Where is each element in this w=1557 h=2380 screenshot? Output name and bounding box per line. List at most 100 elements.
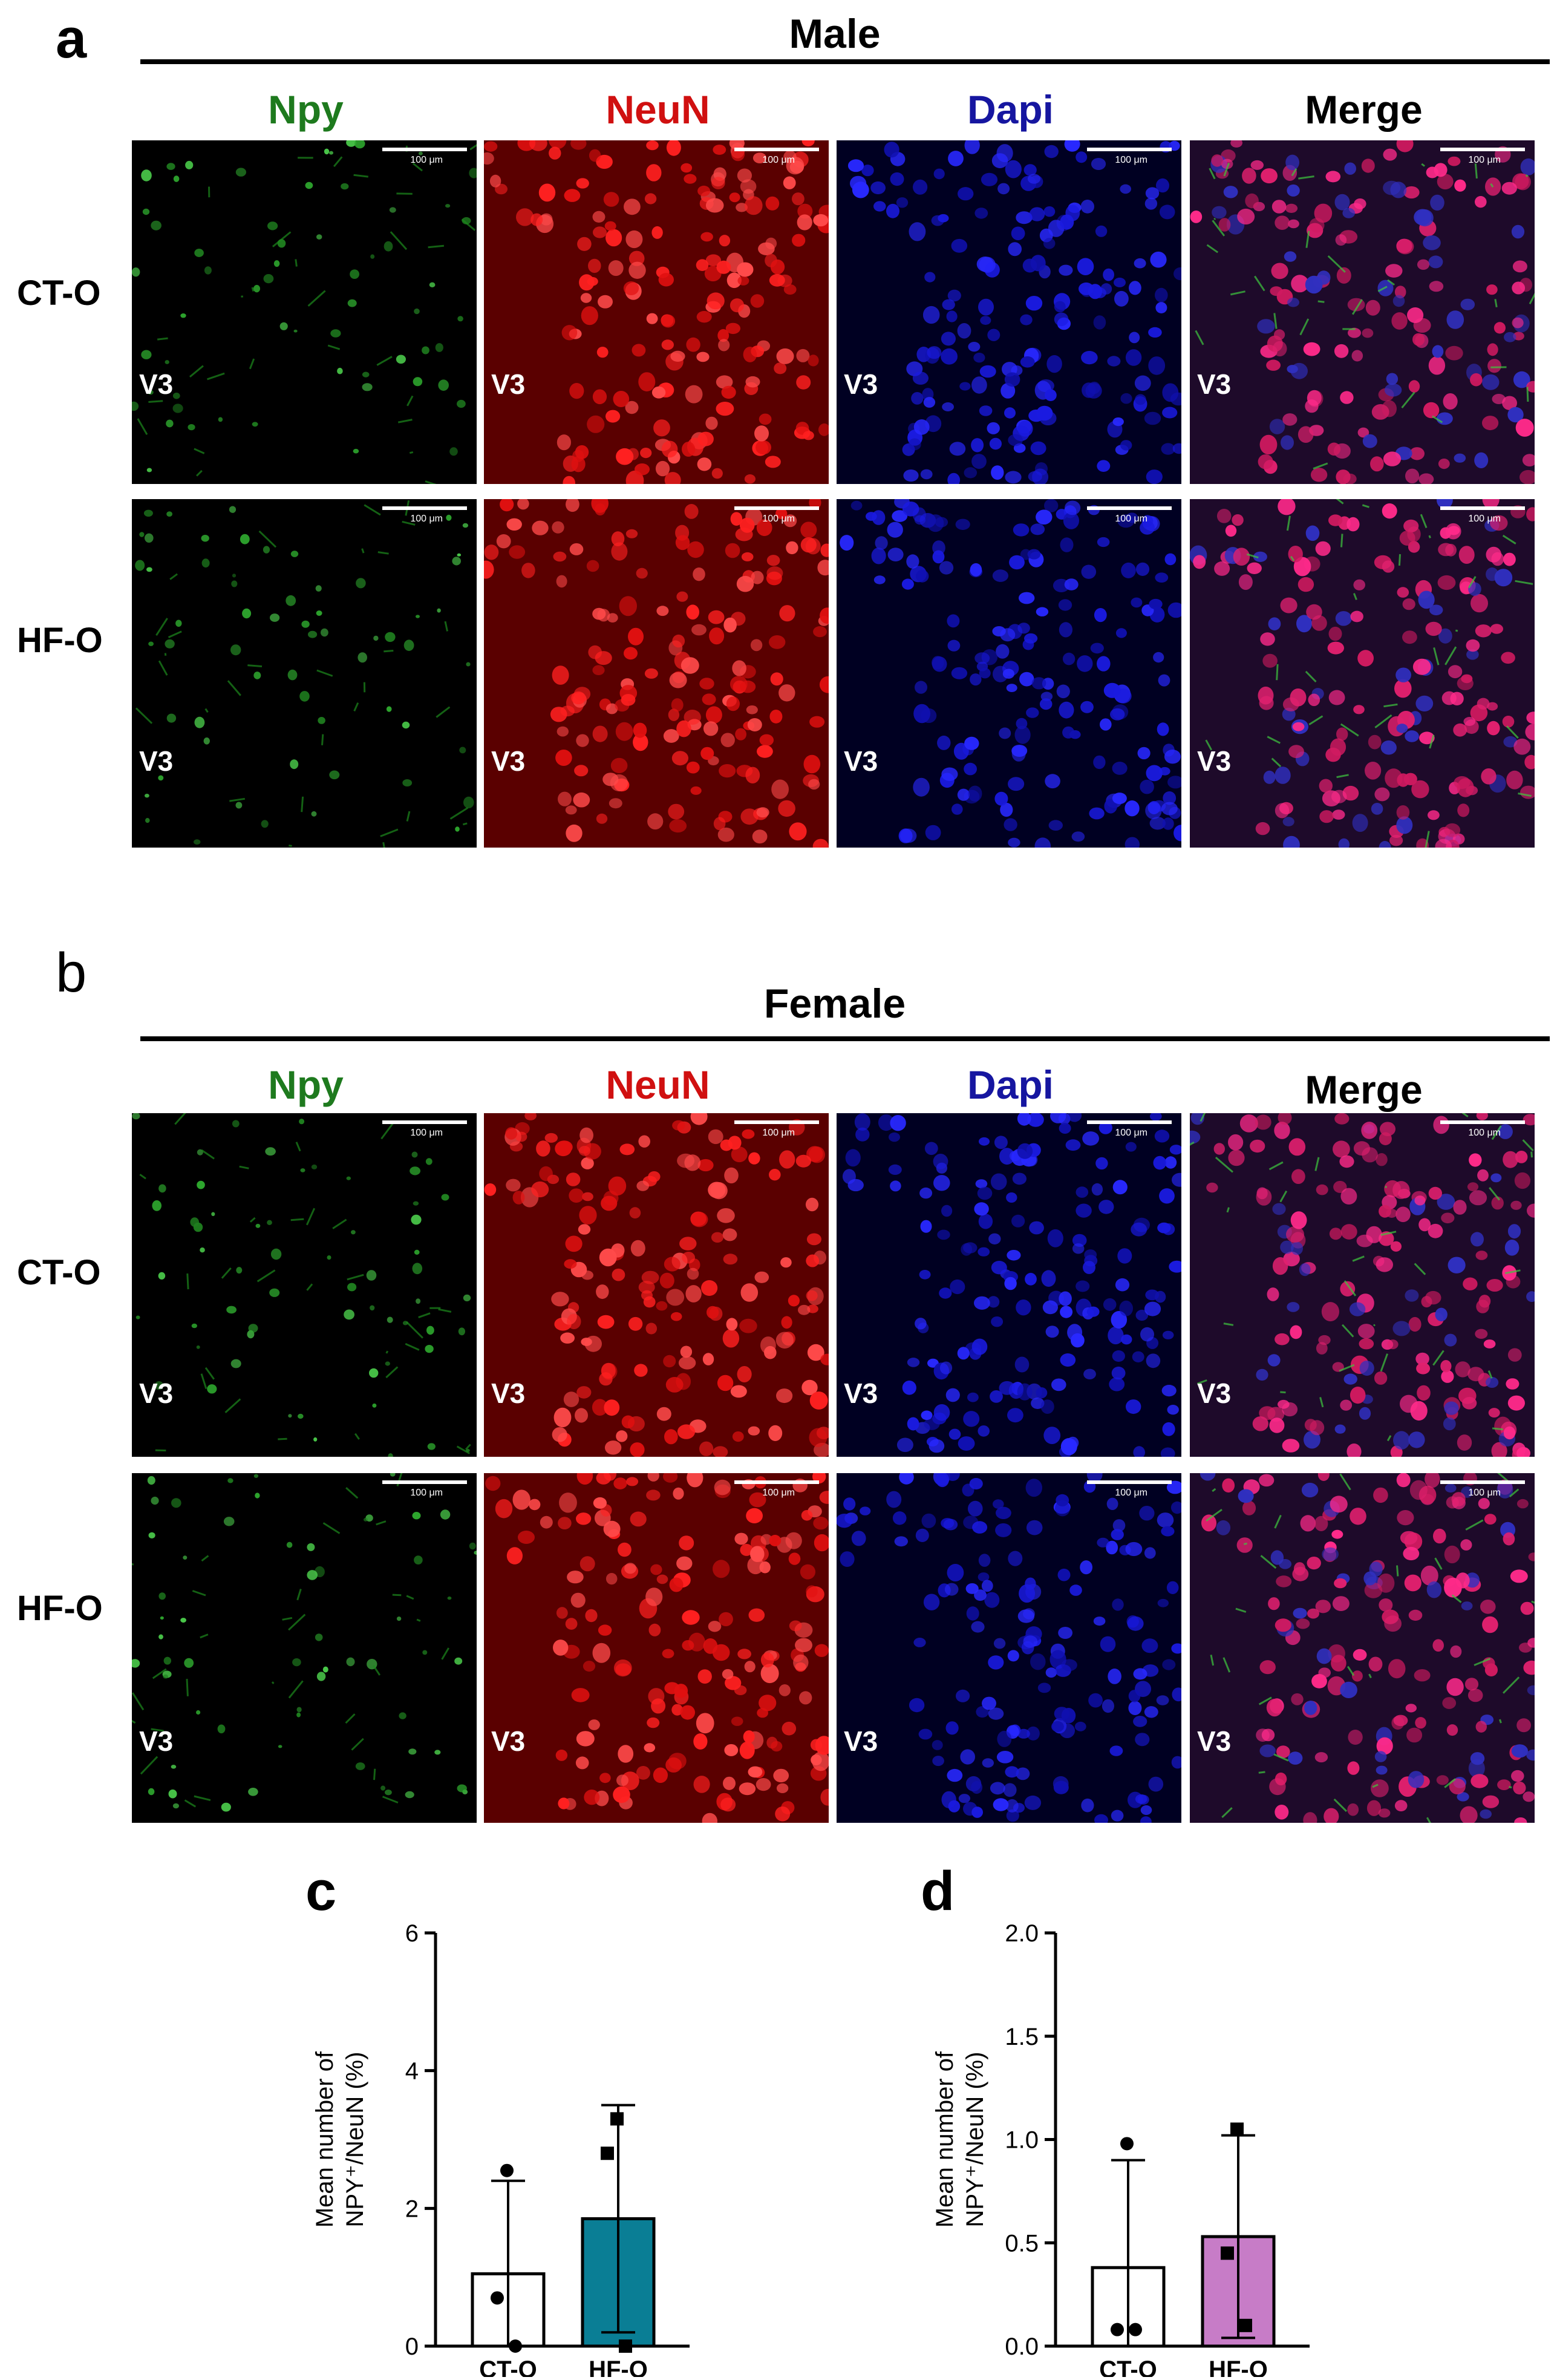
cell <box>1017 1729 1030 1739</box>
cell <box>1529 1552 1535 1561</box>
cell <box>1383 451 1401 466</box>
cell <box>736 528 753 541</box>
cell <box>171 1498 181 1508</box>
cell <box>1045 774 1060 788</box>
cell <box>1049 820 1063 831</box>
cell <box>997 1751 1013 1764</box>
fiber <box>296 259 297 266</box>
cell <box>886 1491 901 1508</box>
cell <box>806 1585 817 1597</box>
cell <box>1144 1547 1156 1558</box>
cell <box>599 1773 611 1783</box>
cell <box>566 499 579 512</box>
cell <box>810 1391 828 1410</box>
cell <box>792 234 805 247</box>
cell <box>959 382 970 391</box>
cell <box>782 1316 792 1329</box>
cell <box>1163 1331 1174 1339</box>
fiber <box>156 618 167 635</box>
cell <box>769 1169 781 1180</box>
fiber <box>1402 392 1415 408</box>
cell <box>248 1788 258 1796</box>
cell <box>1136 563 1149 576</box>
cell <box>485 1183 497 1196</box>
cell <box>1057 685 1070 699</box>
cell <box>897 1438 913 1453</box>
cell <box>712 468 723 479</box>
cell <box>1155 288 1168 302</box>
cell <box>1456 1572 1470 1588</box>
cell <box>410 1166 420 1175</box>
cell <box>316 234 322 240</box>
cell <box>1482 1617 1498 1633</box>
cell <box>256 1224 261 1228</box>
cell <box>1108 1327 1123 1344</box>
cell <box>593 211 606 223</box>
fiber <box>247 665 262 667</box>
cell <box>1046 355 1062 373</box>
scale-bar-label: 100 μm <box>1115 155 1147 166</box>
cell <box>1350 1508 1366 1525</box>
cell <box>968 1501 983 1517</box>
cell <box>1417 260 1429 270</box>
fiber <box>1207 245 1218 252</box>
cell <box>840 1551 854 1567</box>
cell <box>1201 1514 1216 1531</box>
cell <box>240 534 250 544</box>
scale-bar <box>382 148 467 151</box>
cell <box>232 1120 240 1127</box>
cell <box>221 1803 231 1812</box>
cell <box>1354 198 1366 209</box>
cell <box>979 1214 993 1229</box>
cell <box>942 402 954 411</box>
cell <box>422 1650 427 1655</box>
cell <box>1011 1215 1025 1228</box>
cell <box>1035 837 1051 848</box>
cell <box>1466 639 1480 652</box>
cell <box>1363 434 1377 448</box>
cell <box>933 1154 948 1169</box>
cell <box>1206 1183 1218 1192</box>
cell <box>440 1509 450 1519</box>
cell <box>236 1267 242 1273</box>
cell <box>438 379 449 391</box>
cell <box>1126 349 1141 366</box>
cell <box>267 221 278 230</box>
cell <box>1442 1697 1456 1709</box>
cell <box>1319 779 1333 793</box>
cell <box>1008 434 1023 446</box>
cell <box>1059 599 1072 610</box>
data-point <box>1129 2323 1142 2336</box>
cell <box>1397 724 1408 733</box>
cell <box>536 1140 550 1157</box>
cell <box>843 1169 856 1184</box>
cell <box>613 391 630 407</box>
cell <box>297 1707 302 1713</box>
cell <box>557 434 571 450</box>
fiber <box>250 1218 255 1222</box>
cell <box>796 375 811 390</box>
cell <box>1383 149 1397 161</box>
cell <box>1126 1142 1137 1152</box>
cell <box>648 1171 660 1182</box>
cell <box>1030 1653 1046 1670</box>
cell <box>748 1152 760 1165</box>
cell <box>686 604 699 620</box>
cell <box>1457 1434 1472 1451</box>
cell <box>1487 721 1500 736</box>
cell <box>1026 1479 1042 1497</box>
cell <box>145 794 149 797</box>
cell <box>148 1788 155 1795</box>
cell <box>446 515 451 521</box>
cell <box>1486 284 1498 295</box>
cell <box>372 1404 376 1408</box>
cell <box>1470 1752 1484 1765</box>
fiber <box>1455 630 1458 631</box>
scale-bar-label: 100 μm <box>410 1488 443 1499</box>
cell <box>952 803 963 814</box>
cell <box>1282 1439 1300 1453</box>
ventricle-label: V3 <box>491 1379 525 1407</box>
fiber <box>387 1351 388 1353</box>
